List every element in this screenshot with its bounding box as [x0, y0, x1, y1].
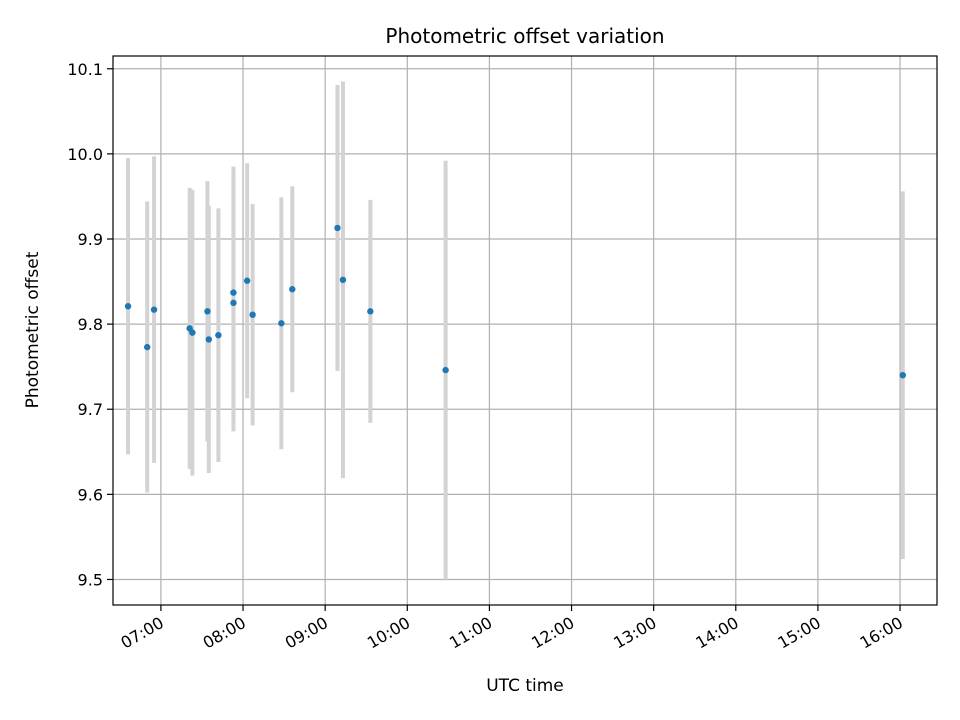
- data-point: [204, 308, 211, 315]
- x-axis-label: UTC time: [486, 676, 564, 696]
- data-point: [189, 329, 196, 336]
- y-tick-label: 9.5: [78, 570, 103, 589]
- grid: [113, 56, 937, 605]
- data-point: [367, 308, 374, 315]
- chart-title: Photometric offset variation: [385, 24, 664, 48]
- y-tick-label: 9.9: [78, 230, 103, 249]
- data-point: [442, 366, 449, 374]
- data-point: [230, 299, 237, 307]
- data-point: [334, 224, 341, 232]
- data-point: [243, 277, 251, 284]
- data-point: [278, 320, 285, 327]
- data-point: [124, 303, 132, 310]
- data-point: [289, 286, 296, 293]
- data-point: [230, 289, 237, 296]
- y-tick-label: 9.8: [78, 315, 103, 334]
- y-tick-label: 9.6: [78, 485, 103, 504]
- y-tick-label: 9.7: [78, 400, 103, 419]
- data-point: [899, 371, 906, 379]
- plot-frame: [112, 55, 938, 606]
- y-axis-ticks: 9.5 9.6 9.7 9.8 9.9 10.0 10.1: [67, 60, 113, 589]
- y-axis-label: Photometric offset: [23, 251, 43, 408]
- data-point: [339, 276, 347, 284]
- y-tick-label: 10.1: [67, 60, 103, 79]
- data-point: [249, 311, 256, 318]
- data-point: [215, 331, 222, 339]
- data-point: [205, 336, 213, 343]
- data-points: [124, 224, 906, 379]
- y-tick-label: 10.0: [67, 145, 103, 164]
- data-point: [150, 306, 158, 313]
- data-point: [144, 343, 151, 351]
